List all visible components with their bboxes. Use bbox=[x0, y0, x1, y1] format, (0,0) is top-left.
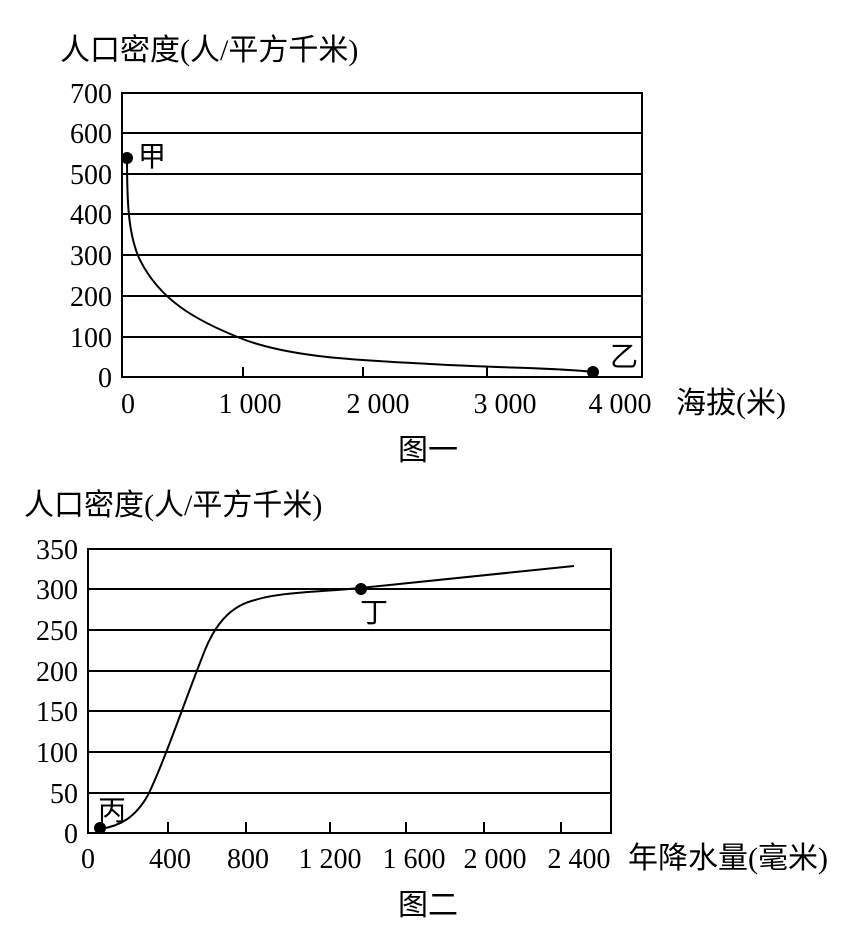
chart-1-ylabel: 人口密度(人/平方千米) bbox=[60, 34, 358, 67]
xtick-label: 2 000 bbox=[347, 389, 410, 420]
xtick-label: 3 000 bbox=[474, 389, 537, 420]
chart-2-curve bbox=[99, 565, 575, 830]
chart-2-gridlines bbox=[88, 588, 611, 794]
xtick-label: 0 bbox=[121, 389, 135, 420]
point-jia-label: 甲 bbox=[138, 142, 166, 173]
ytick-label: 350 bbox=[36, 535, 78, 566]
point-yi-marker bbox=[587, 366, 599, 378]
ytick-label: 50 bbox=[50, 779, 78, 810]
chart-1-curve bbox=[126, 157, 594, 373]
chart-1-xtick-labels: 0 1 000 2 000 3 000 4 000 bbox=[121, 389, 652, 420]
chart-2-xtick-labels: 0 400 800 1 200 1 600 2 000 2 400 bbox=[81, 844, 611, 875]
xtick-label: 4 000 bbox=[589, 389, 652, 420]
ytick-label: 100 bbox=[70, 323, 112, 354]
chart-2-xticks bbox=[167, 822, 562, 833]
ytick-label: 150 bbox=[36, 697, 78, 728]
xtick-label: 0 bbox=[81, 844, 95, 875]
point-bing-label: 丙 bbox=[98, 796, 126, 827]
chart-1: 人口密度(人/平方千米) 700 600 500 400 300 200 100 bbox=[60, 34, 786, 467]
ytick-label: 100 bbox=[36, 738, 78, 769]
ytick-label: 500 bbox=[70, 160, 112, 191]
chart-2-plot-frame bbox=[87, 548, 612, 834]
ytick-label: 600 bbox=[70, 119, 112, 150]
xtick-label: 1 200 bbox=[299, 844, 362, 875]
chart-2: 人口密度(人/平方千米) 350 300 250 200 150 100 50 bbox=[24, 489, 828, 922]
ytick-label: 300 bbox=[70, 241, 112, 272]
chart-1-xlabel: 海拔(米) bbox=[676, 387, 786, 420]
point-ding-label: 丁 bbox=[360, 598, 388, 629]
ytick-label: 700 bbox=[70, 79, 112, 110]
ytick-label: 400 bbox=[70, 200, 112, 231]
chart-1-xticks bbox=[242, 367, 488, 377]
point-bing-marker bbox=[94, 822, 106, 834]
chart-1-ytick-labels: 700 600 500 400 300 200 100 0 bbox=[70, 79, 112, 394]
point-ding-marker bbox=[355, 583, 367, 595]
chart-2-ylabel: 人口密度(人/平方千米) bbox=[24, 489, 322, 522]
chart-2-caption: 图二 bbox=[398, 889, 458, 922]
xtick-label: 2 000 bbox=[464, 844, 527, 875]
point-jia-marker bbox=[121, 152, 133, 164]
ytick-label: 0 bbox=[98, 363, 112, 394]
chart-1-caption: 图一 bbox=[398, 434, 458, 467]
chart-1-plot-frame bbox=[121, 92, 643, 378]
ytick-label: 300 bbox=[36, 575, 78, 606]
xtick-label: 800 bbox=[227, 844, 269, 875]
chart-1-gridlines bbox=[122, 132, 642, 338]
ytick-label: 250 bbox=[36, 616, 78, 647]
chart-2-xlabel: 年降水量(毫米) bbox=[628, 842, 828, 875]
chart-2-ytick-labels: 350 300 250 200 150 100 50 0 bbox=[36, 535, 78, 850]
ytick-label: 200 bbox=[70, 282, 112, 313]
point-yi-label: 乙 bbox=[610, 342, 638, 373]
ytick-label: 200 bbox=[36, 657, 78, 688]
xtick-label: 1 000 bbox=[219, 389, 282, 420]
xtick-label: 400 bbox=[149, 844, 191, 875]
xtick-label: 1 600 bbox=[383, 844, 446, 875]
ytick-label: 0 bbox=[64, 819, 78, 850]
xtick-label: 2 400 bbox=[548, 844, 611, 875]
